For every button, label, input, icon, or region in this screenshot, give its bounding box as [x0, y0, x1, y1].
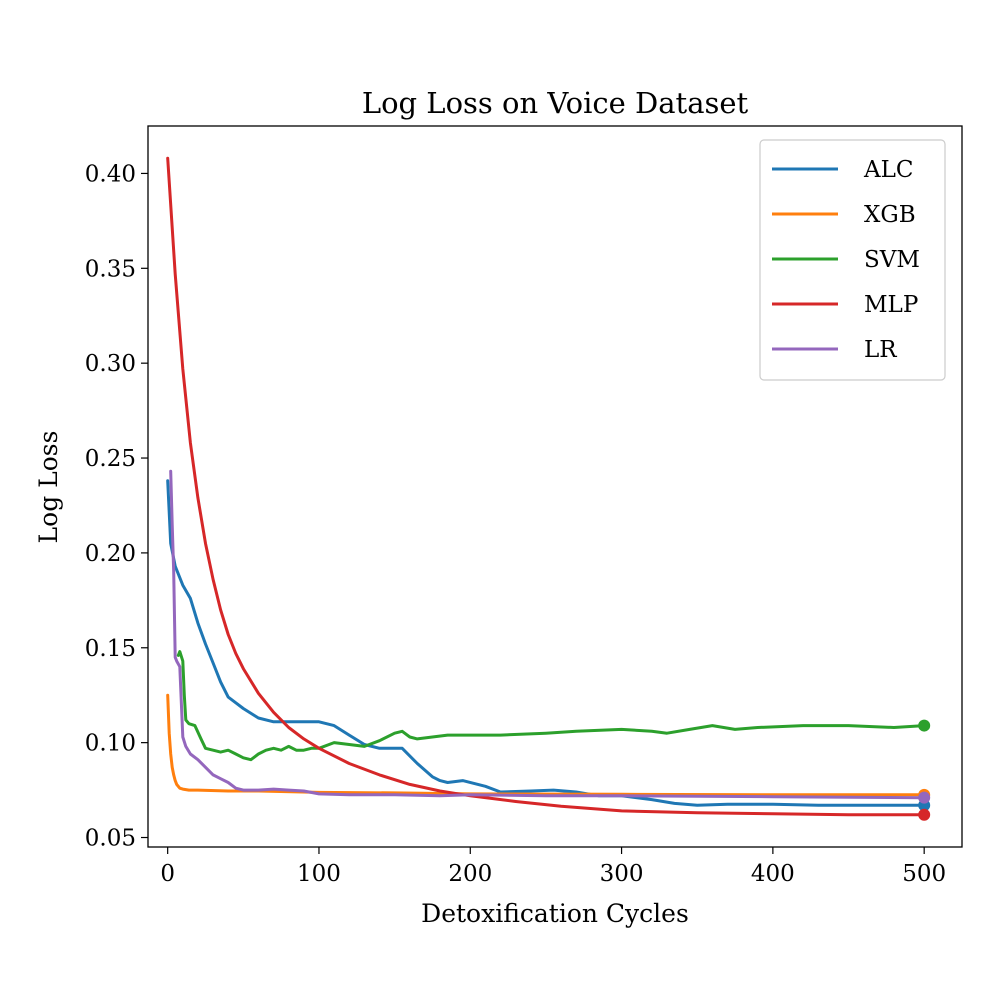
y-tick-label: 0.25	[85, 446, 136, 472]
x-tick-label: 400	[751, 861, 795, 887]
y-tick-label: 0.35	[85, 256, 136, 282]
legend-label-alc: ALC	[863, 157, 913, 183]
y-tick-label: 0.20	[85, 541, 136, 567]
y-tick-label: 0.40	[85, 161, 136, 187]
legend-label-lr: LR	[864, 337, 897, 363]
y-tick-label: 0.15	[85, 636, 136, 662]
x-tick-label: 500	[902, 861, 946, 887]
end-marker-svm	[918, 720, 930, 732]
x-tick-label: 0	[160, 861, 175, 887]
y-tick-label: 0.05	[85, 826, 136, 852]
legend-label-xgb: XGB	[864, 202, 916, 228]
legend: ALC XGB SVM MLP LR	[760, 140, 945, 380]
end-marker-mlp	[918, 809, 930, 821]
legend-label-svm: SVM	[864, 247, 920, 273]
x-axis-title: Detoxification Cycles	[421, 899, 689, 928]
y-tick-label: 0.10	[85, 731, 136, 757]
x-tick-label: 100	[297, 861, 341, 887]
x-tick-label: 300	[600, 861, 644, 887]
end-marker-lr	[918, 792, 930, 804]
y-axis-title: Log Loss	[34, 431, 63, 544]
y-tick-label: 0.30	[85, 351, 136, 377]
chart-title: Log Loss on Voice Dataset	[362, 86, 749, 120]
x-tick-label: 200	[448, 861, 492, 887]
legend-label-mlp: MLP	[864, 292, 918, 318]
log-loss-chart: Log Loss on Voice Dataset Detoxification…	[0, 0, 997, 997]
